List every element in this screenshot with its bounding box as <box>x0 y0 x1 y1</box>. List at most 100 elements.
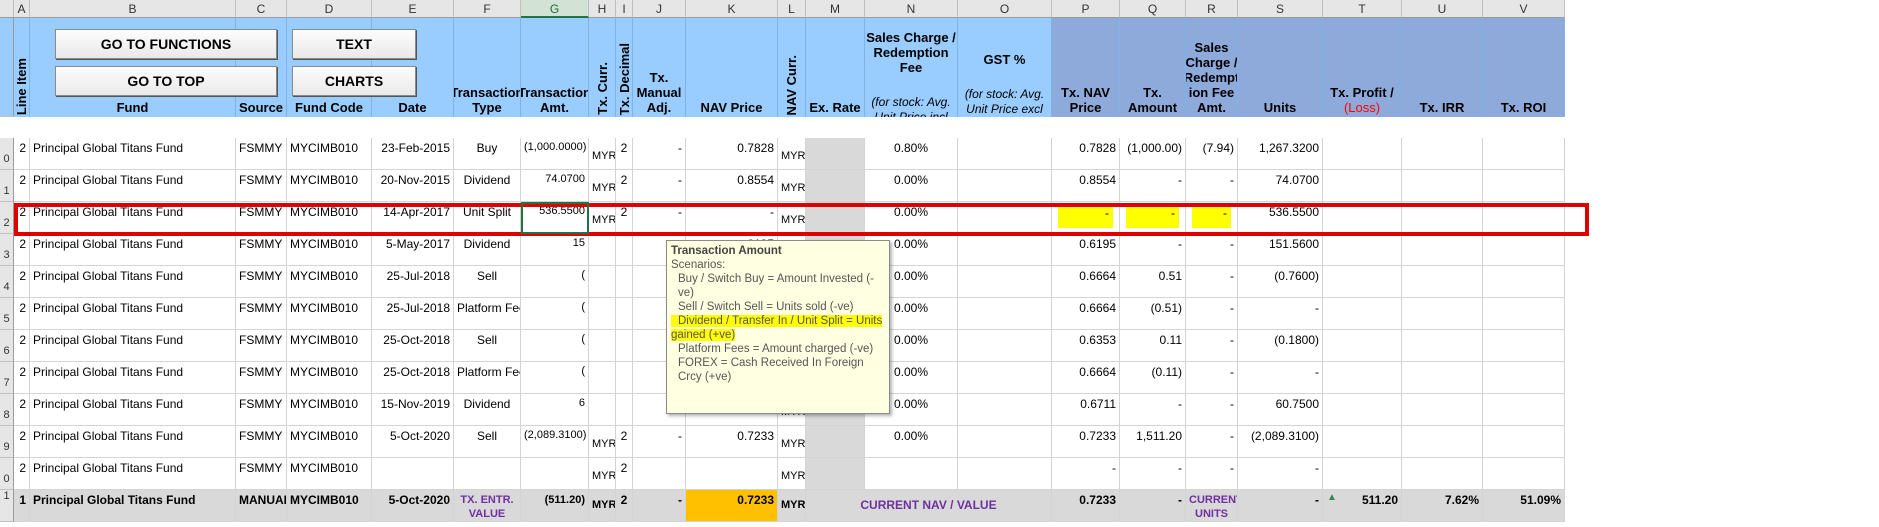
cell-src[interactable]: FSMMY <box>236 426 287 458</box>
cell-txamt[interactable]: (0.51) <box>1120 298 1186 330</box>
cell-txamt[interactable]: 0.51 <box>1120 266 1186 298</box>
summary-cell-navc[interactable]: MYR <box>778 490 806 522</box>
cell-gst[interactable] <box>958 234 1052 266</box>
cell-gst[interactable] <box>958 138 1052 170</box>
cell-roi[interactable] <box>1483 266 1565 298</box>
cell-scamt[interactable]: - <box>1186 458 1238 490</box>
cell-irr[interactable] <box>1402 298 1483 330</box>
cell-code[interactable]: MYCIMB010 <box>287 138 372 170</box>
cell-profit[interactable] <box>1323 362 1402 394</box>
summary-cell-amt[interactable]: (511.20) <box>521 490 589 522</box>
cell-dec[interactable]: 2 <box>616 170 633 202</box>
cell-scamt[interactable]: - <box>1186 234 1238 266</box>
cell-txamt[interactable]: 1,511.20 <box>1120 426 1186 458</box>
cell-dec[interactable]: 2 <box>616 426 633 458</box>
cell-a[interactable]: 2 <box>14 202 30 234</box>
summary-cell-profit[interactable]: 511.20 <box>1323 490 1402 522</box>
cell-txamt[interactable]: - <box>1120 234 1186 266</box>
cell-navc[interactable]: MYR <box>778 138 806 170</box>
cell-code[interactable]: MYCIMB010 <box>287 202 372 234</box>
cell-date[interactable]: 23-Feb-2015 <box>372 138 454 170</box>
cell-type[interactable]: Buy <box>454 138 521 170</box>
column-header-i[interactable]: I <box>616 0 633 18</box>
cell-src[interactable]: FSMMY <box>236 298 287 330</box>
cell-adj[interactable]: - <box>633 426 686 458</box>
cell-nav[interactable]: 0.7828 <box>686 138 778 170</box>
column-header-n[interactable]: N <box>865 0 958 18</box>
cell-scamt[interactable]: - <box>1186 426 1238 458</box>
cell-curr[interactable] <box>589 330 616 362</box>
cell-date[interactable] <box>372 458 454 490</box>
cell-gst[interactable] <box>958 330 1052 362</box>
cell-curr[interactable]: MYR <box>589 458 616 490</box>
cell-a[interactable]: 2 <box>14 458 30 490</box>
cell-nav[interactable]: 0.8554 <box>686 170 778 202</box>
cell-src[interactable]: FSMMY <box>236 330 287 362</box>
cell-type[interactable]: Sell <box>454 266 521 298</box>
cell-dec[interactable] <box>616 298 633 330</box>
cell-sc[interactable]: 0.00% <box>865 426 958 458</box>
cell-date[interactable]: 25-Jul-2018 <box>372 298 454 330</box>
cell-roi[interactable] <box>1483 458 1565 490</box>
cell-irr[interactable] <box>1402 170 1483 202</box>
cell-txamt[interactable]: - <box>1120 202 1186 234</box>
column-header-h[interactable]: H <box>589 0 616 18</box>
column-header-g[interactable]: G <box>521 0 589 18</box>
cell-adj[interactable] <box>633 458 686 490</box>
cell-scamt[interactable]: - <box>1186 298 1238 330</box>
cell-fund[interactable]: Principal Global Titans Fund <box>30 266 236 298</box>
cell-fund[interactable]: Principal Global Titans Fund <box>30 458 236 490</box>
cell-profit[interactable] <box>1323 202 1402 234</box>
column-header-j[interactable]: J <box>633 0 686 18</box>
cell-txnav[interactable]: 0.6664 <box>1052 362 1120 394</box>
summary-cell-roi[interactable]: 51.09% <box>1483 490 1565 522</box>
column-header-s[interactable]: S <box>1238 0 1323 18</box>
cell-src[interactable]: FSMMY <box>236 362 287 394</box>
cell-code[interactable]: MYCIMB010 <box>287 170 372 202</box>
cell-a[interactable]: 2 <box>14 170 30 202</box>
cell-curr[interactable] <box>589 394 616 426</box>
cell-fund[interactable]: Principal Global Titans Fund <box>30 298 236 330</box>
column-header-l[interactable]: L <box>778 0 806 18</box>
cell-profit[interactable] <box>1323 234 1402 266</box>
text-button[interactable]: TEXT <box>292 29 416 59</box>
cell-profit[interactable] <box>1323 170 1402 202</box>
cell-profit[interactable] <box>1323 298 1402 330</box>
cell-scamt[interactable]: - <box>1186 330 1238 362</box>
cell-curr[interactable]: MYR <box>589 170 616 202</box>
cell-profit[interactable] <box>1323 266 1402 298</box>
cell-navc[interactable]: MYR <box>778 202 806 234</box>
cell-irr[interactable] <box>1402 266 1483 298</box>
cell-gst[interactable] <box>958 170 1052 202</box>
cell-date[interactable]: 14-Apr-2017 <box>372 202 454 234</box>
cell-txnav[interactable]: 0.7233 <box>1052 426 1120 458</box>
cell-irr[interactable] <box>1402 234 1483 266</box>
row-number[interactable]: 4 <box>0 266 14 298</box>
cell-type[interactable] <box>454 458 521 490</box>
cell-units[interactable]: (0.7600) <box>1238 266 1323 298</box>
cell-date[interactable]: 5-May-2017 <box>372 234 454 266</box>
cell-amt[interactable]: (1,000.0000) <box>521 138 589 170</box>
cell-txamt[interactable]: (0.11) <box>1120 362 1186 394</box>
column-header-e[interactable]: E <box>372 0 454 18</box>
cell-roi[interactable] <box>1483 234 1565 266</box>
cell-curr[interactable] <box>589 362 616 394</box>
cell-profit[interactable] <box>1323 330 1402 362</box>
cell-roi[interactable] <box>1483 170 1565 202</box>
cell-nav[interactable]: 0.7233 <box>686 426 778 458</box>
summary-cell-src[interactable]: MANUAL <box>236 490 287 522</box>
cell-profit[interactable] <box>1323 394 1402 426</box>
cell-src[interactable]: FSMMY <box>236 202 287 234</box>
cell-amt[interactable]: ( <box>521 330 589 362</box>
cell-irr[interactable] <box>1402 138 1483 170</box>
cell-fund[interactable]: Principal Global Titans Fund <box>30 330 236 362</box>
cell-navc[interactable]: MYR <box>778 458 806 490</box>
column-header-u[interactable]: U <box>1402 0 1483 18</box>
cell-sc[interactable]: 0.00% <box>865 170 958 202</box>
cell-txnav[interactable]: 0.8554 <box>1052 170 1120 202</box>
cell-gst[interactable] <box>958 266 1052 298</box>
cell-txnav[interactable]: 0.6711 <box>1052 394 1120 426</box>
cell-profit[interactable] <box>1323 426 1402 458</box>
summary-cell-cur_units[interactable]: CURRENT UNITS <box>1186 490 1238 522</box>
cell-nav[interactable]: - <box>686 202 778 234</box>
